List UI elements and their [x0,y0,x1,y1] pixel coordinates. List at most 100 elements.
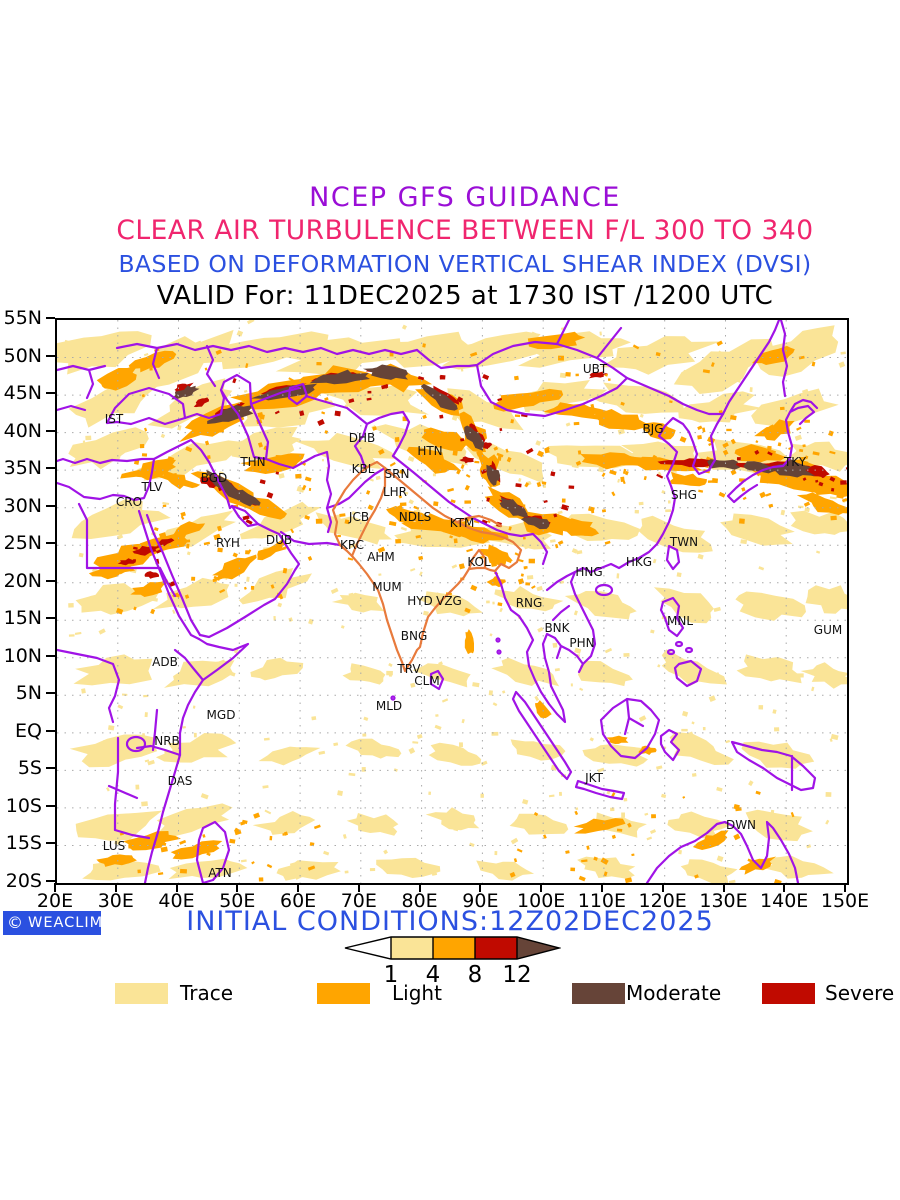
y-axis-label: 35N [3,457,42,479]
station-label: MGD [207,708,236,722]
x-axis-label: 130E [699,890,748,912]
x-axis-tick [600,883,603,892]
turbulence-map: IST TLV CRO ADB NRB DAS LUS ATN MGD BGD THN RYH DUB D… [55,318,849,885]
station-label: HYD [407,594,433,608]
station-label: LUS [103,839,126,853]
y-axis-tick [46,429,55,432]
station-label: JCB [348,510,369,524]
y-axis-label: 5N [15,682,42,704]
y-axis-tick [46,354,55,357]
y-axis-label: 55N [3,307,42,329]
station-label: KRC [340,538,364,552]
x-axis-label: 150E [820,890,870,912]
y-axis-label: 20S [5,869,42,892]
logo-text: WEACLIM [28,915,104,931]
y-axis-tick [46,804,55,807]
station-label: SRN [385,467,410,481]
intensity-scale-arrow [343,934,562,962]
initial-conditions-label: INITIAL CONDITIONS:12Z02DEC2025 [186,906,714,937]
x-axis-tick [540,883,543,892]
y-axis-tick [46,767,55,769]
station-label: ATN [208,866,232,880]
x-axis-label: 100E [517,890,566,912]
station-label: THN [239,455,265,469]
station-label: JKT [584,771,603,785]
station-label: KBL [352,462,375,476]
y-axis-label: 40N [3,419,42,442]
station-label: RNG [516,596,543,610]
page-title: NCEP GFS GUIDANCE [309,182,621,213]
x-axis-tick [418,883,421,892]
station-label: AHM [367,550,395,564]
station-label: TKY [783,455,807,469]
station-label: HKG [626,555,652,569]
x-axis-tick [236,883,239,892]
station-label: MLD [376,699,402,713]
y-axis-label: 15N [3,607,42,629]
x-axis-tick [661,883,664,892]
x-axis-tick [722,883,725,892]
y-axis-tick [46,879,55,882]
y-axis-label: 50N [3,344,42,367]
y-axis-tick [46,842,55,844]
y-axis-label: 45N [3,382,42,404]
x-axis-label: 140E [760,890,809,912]
station-label: PHN [569,636,594,650]
scale-tick-8: 8 [467,962,483,988]
y-axis-label: 30N [3,494,42,517]
station-label: ADB [152,655,178,669]
station-label: UBT [583,362,608,376]
scale-arrow-canvas [344,936,562,960]
station-label: TRV [396,662,421,676]
station-label: TWN [669,535,698,549]
station-label: NDLS [399,510,432,524]
severe-swatch [762,983,815,1004]
y-axis-tick [46,504,55,507]
x-axis-label: 80E [401,890,438,912]
x-axis-label: 50E [219,890,256,912]
station-label: MUM [372,580,402,594]
station-label: IST [105,412,124,426]
x-axis-label: 30E [97,890,134,912]
station-label: VZG [436,594,462,608]
light-label: Light [392,981,442,1005]
y-axis-tick [46,654,55,657]
station-label: BNG [401,629,428,643]
subcontinent-boundaries [331,460,523,673]
x-axis-label: 20E [36,890,74,912]
x-axis-tick [175,883,178,892]
station-label: BGD [201,471,228,485]
scale-tick-4: 4 [425,962,441,988]
station-label: DUB [266,533,292,547]
x-axis-tick [783,883,786,892]
y-axis-tick [46,542,55,544]
x-axis-tick [357,883,360,892]
x-axis-tick [844,883,846,892]
station-label: LHR [383,485,407,499]
x-axis-tick [114,883,117,892]
scale-tick-1: 1 [383,962,399,988]
y-axis-tick [46,617,55,619]
station-label: HNG [575,565,602,579]
trace-swatch [115,983,168,1004]
station-label: KTM [450,516,475,530]
station-label: CRO [116,495,142,509]
weaclim-logo: © WEACLIM [3,911,104,935]
x-axis-label: 90E [462,890,499,912]
y-axis-tick [46,317,55,319]
trace-label: Trace [180,981,234,1005]
y-axis-tick [46,692,55,694]
station-label: BJG [642,422,663,436]
y-axis-label: 15S [5,832,42,854]
subtitle-turbulence: CLEAR AIR TURBULENCE BETWEEN F/L 300 TO … [116,215,814,246]
x-axis-label: 120E [638,890,687,912]
light-swatch [317,983,370,1004]
station-label: DWN [726,818,756,832]
y-axis-tick [46,579,55,582]
y-axis-tick [46,467,55,469]
station-label: SHG [671,488,697,502]
station-label: MNL [667,614,693,628]
y-axis-tick [46,729,55,732]
station-label: NRB [154,734,180,748]
